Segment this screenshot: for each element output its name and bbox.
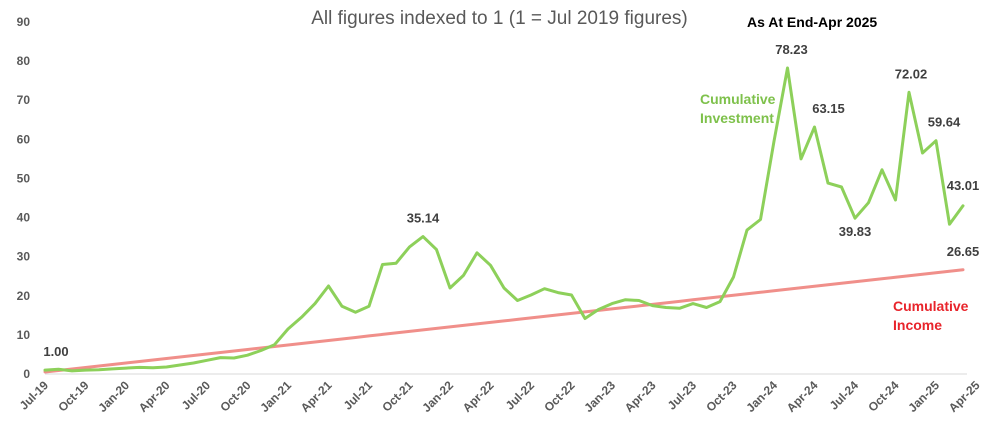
y-tick-label: 10 — [17, 328, 31, 342]
y-tick-label: 0 — [23, 367, 30, 381]
data-label-investment: 1.00 — [43, 344, 68, 359]
x-tick-label: Oct-22 — [541, 378, 578, 415]
y-tick-label: 70 — [17, 93, 31, 107]
data-label-investment: 59.64 — [928, 115, 961, 130]
x-tick-label: Jan-24 — [743, 378, 780, 415]
x-tick-label: Jul-22 — [503, 378, 538, 413]
as-at-annotation: As At End-Apr 2025 — [747, 14, 878, 30]
x-tick-label: Jul-23 — [665, 378, 700, 413]
x-tick-label: Apr-20 — [136, 378, 173, 415]
series-label-cumulative-income: Cumulative Income — [893, 297, 968, 335]
x-tick-label: Jul-24 — [827, 378, 862, 413]
series-label-investment-line-1: Cumulative — [700, 91, 776, 107]
y-tick-label: 50 — [17, 171, 31, 185]
data-label-investment: 39.83 — [839, 224, 872, 239]
series-label-investment-line-2: Investment — [700, 110, 774, 126]
y-tick-label: 40 — [17, 211, 31, 225]
y-tick-label: 80 — [17, 54, 31, 68]
x-tick-label: Apr-24 — [784, 378, 821, 415]
x-tick-label: Apr-21 — [298, 378, 335, 415]
data-label-income: 26.65 — [947, 244, 980, 259]
x-tick-label: Oct-23 — [703, 378, 740, 415]
x-tick-label: Jul-21 — [341, 378, 376, 413]
x-tick-label: Apr-22 — [460, 378, 497, 415]
x-tick-label: Jul-19 — [17, 378, 52, 413]
series-line-cumulative-investment — [43, 66, 965, 373]
data-label-investment: 72.02 — [895, 66, 928, 81]
y-tick-label: 60 — [17, 132, 31, 146]
x-tick-label: Oct-20 — [217, 378, 254, 415]
x-tick-label: Jan-21 — [257, 378, 294, 415]
x-tick-label: Apr-23 — [622, 378, 659, 415]
y-tick-label: 90 — [17, 15, 31, 29]
x-tick-label: Oct-21 — [379, 378, 416, 415]
y-tick-label: 20 — [17, 289, 31, 303]
x-tick-label: Jan-20 — [95, 378, 132, 415]
data-label-investment: 63.15 — [812, 101, 845, 116]
series-line-cumulative-income — [43, 268, 965, 374]
x-tick-label: Jan-22 — [419, 378, 456, 415]
series-label-income-line-2: Income — [893, 317, 943, 333]
y-tick-label: 30 — [17, 250, 31, 264]
data-label-investment: 43.01 — [947, 178, 980, 193]
data-label-investment: 35.14 — [407, 211, 440, 226]
x-tick-label: Oct-24 — [865, 378, 902, 415]
x-tick-label: Oct-19 — [55, 378, 92, 415]
series-label-income-line-1: Cumulative — [893, 298, 969, 314]
chart-title: All figures indexed to 1 (1 = Jul 2019 f… — [311, 8, 688, 29]
series-label-cumulative-investment: Cumulative Investment — [700, 90, 775, 128]
x-tick-label: Jan-25 — [905, 378, 942, 415]
x-tick-label: Jan-23 — [581, 378, 618, 415]
x-tick-label: Jul-20 — [179, 378, 214, 413]
x-tick-label: Apr-25 — [946, 378, 983, 415]
data-label-investment: 78.23 — [775, 42, 808, 57]
